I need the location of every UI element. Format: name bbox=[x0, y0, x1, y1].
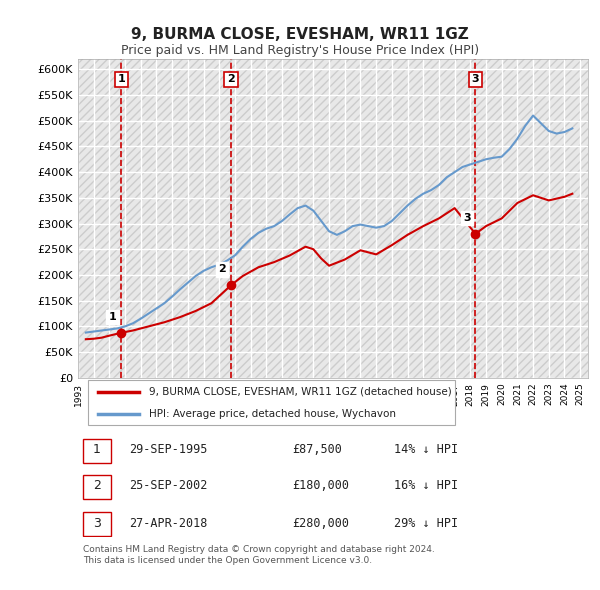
FancyBboxPatch shape bbox=[83, 512, 111, 536]
Text: Price paid vs. HM Land Registry's House Price Index (HPI): Price paid vs. HM Land Registry's House … bbox=[121, 44, 479, 57]
Text: 3: 3 bbox=[463, 213, 470, 223]
Text: £180,000: £180,000 bbox=[292, 479, 349, 492]
Text: 29% ↓ HPI: 29% ↓ HPI bbox=[394, 516, 458, 529]
Text: 1: 1 bbox=[109, 312, 116, 322]
Text: HPI: Average price, detached house, Wychavon: HPI: Average price, detached house, Wych… bbox=[149, 409, 397, 419]
Text: 9, BURMA CLOSE, EVESHAM, WR11 1GZ (detached house): 9, BURMA CLOSE, EVESHAM, WR11 1GZ (detac… bbox=[149, 387, 452, 397]
Text: Contains HM Land Registry data © Crown copyright and database right 2024.
This d: Contains HM Land Registry data © Crown c… bbox=[83, 545, 435, 565]
Text: 1: 1 bbox=[117, 74, 125, 84]
Text: £87,500: £87,500 bbox=[292, 443, 342, 456]
Text: 27-APR-2018: 27-APR-2018 bbox=[129, 516, 208, 529]
FancyBboxPatch shape bbox=[88, 381, 455, 425]
Text: 2: 2 bbox=[93, 479, 101, 492]
Text: 16% ↓ HPI: 16% ↓ HPI bbox=[394, 479, 458, 492]
Text: 9, BURMA CLOSE, EVESHAM, WR11 1GZ: 9, BURMA CLOSE, EVESHAM, WR11 1GZ bbox=[131, 27, 469, 41]
Text: 3: 3 bbox=[472, 74, 479, 84]
FancyBboxPatch shape bbox=[83, 475, 111, 499]
Text: 14% ↓ HPI: 14% ↓ HPI bbox=[394, 443, 458, 456]
Text: 1: 1 bbox=[93, 443, 101, 456]
Text: £280,000: £280,000 bbox=[292, 516, 349, 529]
Text: 2: 2 bbox=[227, 74, 235, 84]
FancyBboxPatch shape bbox=[83, 439, 111, 463]
Text: 2: 2 bbox=[218, 264, 226, 274]
Text: 3: 3 bbox=[93, 516, 101, 529]
Text: 25-SEP-2002: 25-SEP-2002 bbox=[129, 479, 208, 492]
Text: 29-SEP-1995: 29-SEP-1995 bbox=[129, 443, 208, 456]
